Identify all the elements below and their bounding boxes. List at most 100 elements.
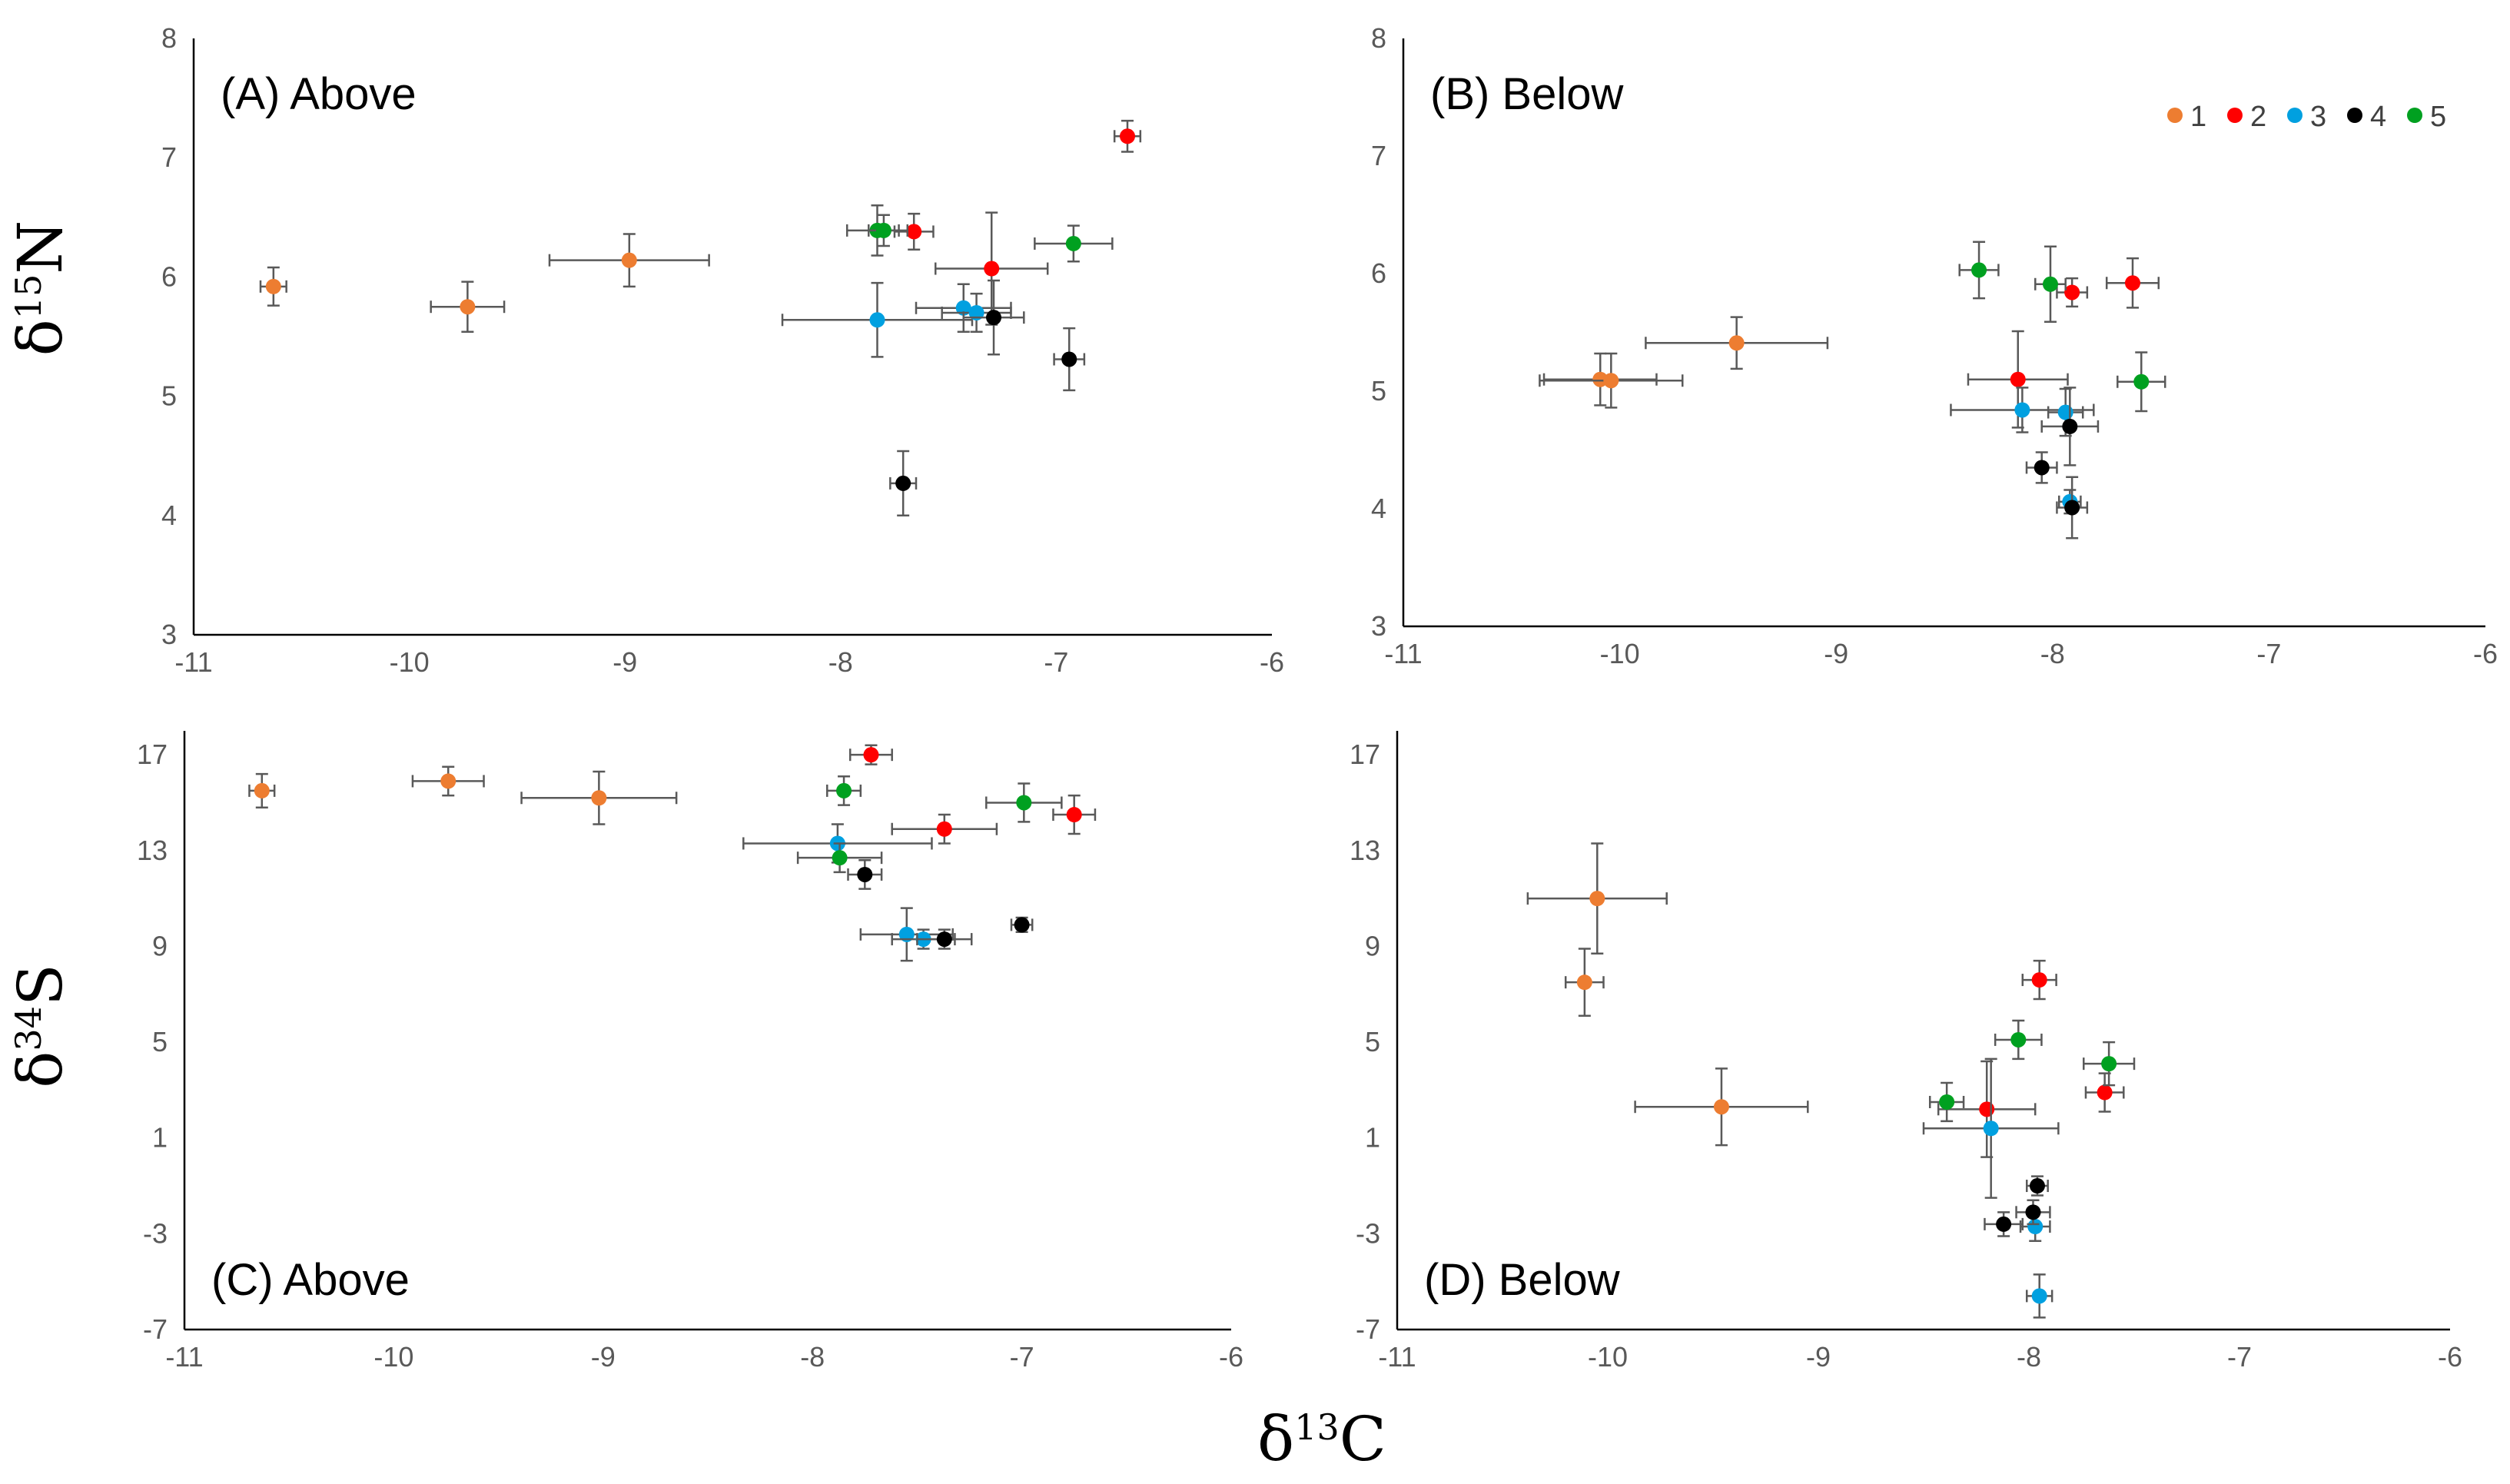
- legend-marker-5: [2407, 108, 2422, 123]
- x-tick-label: -6: [2438, 1341, 2462, 1373]
- data-point: [1066, 807, 1082, 823]
- y-tick-label: 17: [137, 739, 168, 770]
- y-tick-label: 5: [152, 1026, 168, 1057]
- data-point: [2010, 371, 2026, 387]
- data-point: [2031, 1288, 2047, 1304]
- y-tick-label: -7: [143, 1313, 168, 1345]
- data-point: [1576, 974, 1592, 991]
- data-point-group-4: [1010, 916, 1034, 933]
- data-point-group-5: [1994, 1019, 2043, 1061]
- data-point-group-5: [985, 782, 1063, 823]
- data-point: [984, 261, 1000, 277]
- data-point: [2025, 1204, 2041, 1220]
- data-point-group-1: [1564, 948, 1605, 1018]
- x-tick-label: -11: [1378, 1341, 1416, 1373]
- data-point-group-3: [2026, 1273, 2053, 1319]
- data-point: [857, 866, 873, 882]
- panel-title: (D) Below: [1424, 1255, 1621, 1305]
- data-point-group-4: [962, 279, 1025, 356]
- data-point-group-1: [259, 266, 287, 307]
- data-point-group-2: [1937, 1060, 2037, 1158]
- data-point: [2064, 500, 2080, 516]
- data-point-group-5: [826, 775, 862, 806]
- data-point: [440, 773, 457, 789]
- data-point-group-5: [2034, 245, 2067, 323]
- y-tick-label: 7: [161, 141, 177, 173]
- data-point: [1728, 335, 1745, 351]
- data-point: [2010, 1031, 2027, 1047]
- data-point: [2097, 1084, 2113, 1101]
- y-tick-label: 6: [1371, 257, 1386, 289]
- y-tick-label: 1: [1365, 1122, 1380, 1154]
- data-point: [591, 790, 607, 806]
- data-point: [2027, 1219, 2044, 1235]
- y-tick-label: 5: [1365, 1026, 1380, 1057]
- data-point: [2031, 972, 2047, 988]
- data-point: [986, 310, 1002, 326]
- data-point: [832, 850, 848, 866]
- data-point-group-1: [411, 765, 485, 797]
- data-point: [2064, 284, 2080, 300]
- x-tick-label: -11: [174, 646, 212, 678]
- data-point: [906, 224, 922, 240]
- y-tick-label: 4: [1371, 493, 1386, 524]
- data-point: [1713, 1099, 1729, 1115]
- data-point-group-1: [1645, 316, 1829, 370]
- data-point-group-2: [2056, 277, 2089, 308]
- data-point-group-3: [941, 292, 1012, 334]
- data-point-group-5: [868, 214, 900, 247]
- x-tick-label: -6: [2473, 638, 2498, 669]
- data-point-group-5: [1034, 224, 1114, 263]
- data-point-group-2: [893, 212, 935, 251]
- y-tick-label: 13: [137, 835, 168, 866]
- y-tick-label: 8: [1371, 22, 1386, 54]
- x-tick-label: -10: [390, 646, 430, 678]
- data-point-group-1: [1539, 352, 1684, 409]
- y-tick-label: 17: [1350, 739, 1380, 770]
- data-point-group-5: [1958, 241, 2000, 300]
- x-tick-label: -9: [613, 646, 637, 678]
- data-point: [1996, 1216, 2012, 1232]
- x-tick-label: -10: [1588, 1341, 1628, 1373]
- data-point: [936, 821, 952, 837]
- data-point: [621, 252, 637, 268]
- data-point-group-3: [781, 281, 974, 358]
- data-point-group-1: [1542, 352, 1658, 407]
- panel-title: (B) Below: [1430, 69, 1625, 119]
- data-point: [1589, 891, 1605, 907]
- data-point: [2029, 1178, 2045, 1194]
- data-point-group-4: [2026, 1175, 2049, 1197]
- x-tick-label: -10: [1600, 638, 1640, 669]
- data-point: [2034, 460, 2050, 476]
- data-point-group-4: [2015, 1199, 2051, 1226]
- x-tick-label: -11: [1384, 638, 1422, 669]
- legend-marker-1: [2167, 108, 2183, 123]
- y-axis-title-d15n: δ15N: [5, 221, 76, 357]
- data-point: [1014, 917, 1030, 933]
- y-tick-label: 9: [1365, 930, 1380, 961]
- x-tick-label: -9: [1824, 638, 1848, 669]
- data-point-group-1: [548, 233, 710, 288]
- legend-label-1: 1: [2190, 101, 2206, 133]
- data-point: [2062, 418, 2078, 434]
- data-point-group-2: [2105, 257, 2160, 309]
- data-point: [1016, 795, 1032, 811]
- data-point-group-4: [2056, 476, 2089, 539]
- y-tick-label: 13: [1350, 835, 1380, 866]
- data-point-group-4: [2040, 387, 2100, 466]
- y-tick-label: -3: [1356, 1217, 1380, 1249]
- y-tick-label: 9: [152, 930, 168, 961]
- panel-b: -11 -10 -9 -8 -7 -6 3 4 5 6 7 8 (B) Below: [1371, 22, 2498, 669]
- data-point: [1119, 128, 1135, 144]
- data-point: [1065, 235, 1081, 251]
- data-point: [875, 222, 891, 238]
- data-point: [2101, 1056, 2117, 1072]
- legend: 1 2 3 4 5: [2167, 101, 2446, 133]
- legend-marker-2: [2227, 108, 2243, 123]
- data-point: [265, 278, 281, 294]
- y-tick-label: 4: [161, 500, 177, 531]
- y-tick-label: 1: [152, 1122, 168, 1154]
- data-point-group-5: [796, 842, 883, 874]
- x-tick-label: -7: [1044, 646, 1068, 678]
